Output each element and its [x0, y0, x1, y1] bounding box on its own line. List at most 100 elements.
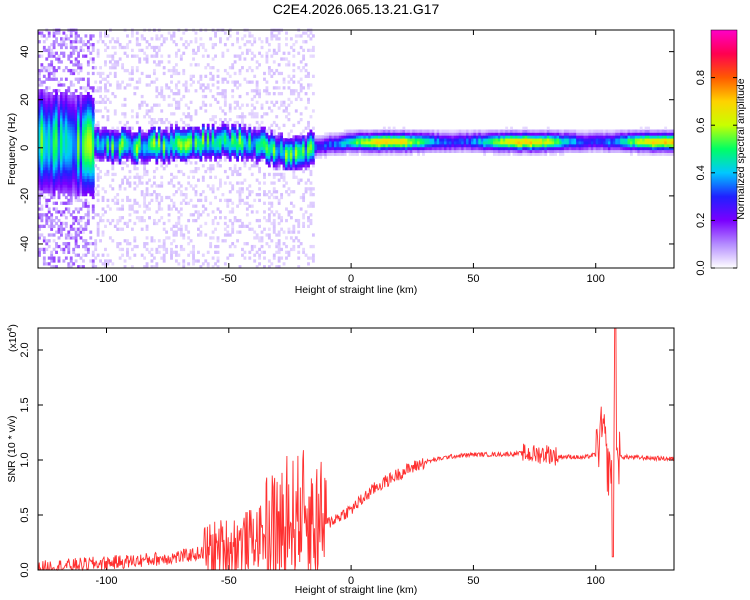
spectrogram-cell: [60, 135, 63, 139]
spectrogram-cell: [45, 164, 49, 168]
spectrogram-cell: [55, 244, 58, 249]
spectrogram-cell: [263, 135, 266, 139]
spectrogram-cell: [571, 129, 575, 133]
spectrogram-cell: [155, 265, 159, 269]
spectrogram-cell: [625, 149, 628, 153]
spectrogram-cell: [57, 42, 61, 47]
spectrogram-cell: [267, 42, 271, 47]
spectrogram-cell: [419, 129, 423, 133]
spectrogram-cell: [91, 135, 95, 139]
spectrogram-cell: [62, 103, 66, 107]
spectrogram-cell: [529, 129, 533, 133]
spectrogram-cell: [270, 158, 274, 162]
spectrogram-cell: [314, 146, 318, 151]
spectrogram-cell: [265, 92, 269, 96]
spectrogram-cell: [546, 149, 550, 153]
spectrogram-cell: [272, 187, 276, 191]
spectrogram-cell: [353, 143, 357, 148]
spectrogram-cell: [130, 71, 134, 76]
spectrogram-cell: [148, 135, 151, 139]
spectrogram-cell: [343, 135, 347, 139]
spectrogram-cell: [197, 146, 200, 151]
spectrogram-cell: [466, 149, 469, 153]
spectrogram-cell: [179, 149, 183, 153]
spectrogram-cell: [72, 40, 76, 44]
spectrogram-cell: [233, 138, 237, 142]
spectrogram-cell: [223, 233, 227, 237]
spectrogram-cell: [622, 129, 626, 133]
spectrogram-cell: [104, 100, 107, 104]
spectrogram-cell: [152, 68, 156, 73]
spectrogram-cell: [84, 146, 88, 151]
spectrogram-cell: [314, 141, 318, 145]
spectrogram-cell: [62, 155, 66, 159]
spectrogram-cell: [473, 129, 477, 133]
spectrogram-cell: [272, 86, 276, 90]
spectrogram-cell: [627, 146, 631, 151]
spectrogram-cell: [150, 146, 154, 151]
spectrogram-cell: [192, 149, 195, 153]
spectrogram-cell: [439, 132, 443, 136]
spectrogram-cell: [94, 187, 98, 191]
spectrogram-cell: [121, 135, 125, 139]
spectrogram-cell: [255, 60, 259, 64]
spectrogram-cell: [348, 141, 352, 145]
spectrogram-cell: [387, 146, 391, 151]
spectrogram-cell: [42, 146, 46, 151]
spectrogram-cell: [133, 152, 137, 156]
spectrogram-cell: [270, 100, 274, 104]
spectrogram-cell: [223, 129, 227, 133]
spectrogram-cell: [64, 141, 68, 145]
spectrogram-cell: [184, 155, 188, 159]
spectrogram-cell: [632, 143, 636, 148]
spectrogram-cell: [214, 129, 217, 133]
spectrogram-cell: [285, 236, 288, 240]
spectrogram-cell: [50, 155, 54, 159]
spectrogram-cell: [404, 152, 408, 156]
spectrogram-cell: [74, 146, 78, 151]
spectrogram-cell: [255, 112, 259, 116]
spectrogram-cell: [429, 129, 433, 133]
spectrogram-cell: [52, 146, 56, 151]
spectrogram-cell: [69, 126, 73, 130]
spectrogram-cell: [448, 146, 452, 151]
spectrogram-cell: [287, 132, 291, 136]
spectrogram-cell: [128, 242, 132, 246]
spectrogram-cell: [209, 141, 213, 145]
spectrogram-cell: [84, 164, 88, 168]
spectrogram-cell: [167, 207, 171, 211]
spectrogram-cell: [79, 198, 83, 203]
spectrogram-cell: [473, 135, 477, 139]
spectrogram-cell: [111, 167, 115, 171]
spectrogram-cell: [245, 143, 249, 148]
spectrogram-cell: [135, 158, 139, 162]
spectrogram-cell: [253, 54, 257, 58]
spectrogram-cell: [143, 161, 147, 165]
spectrogram-cell: [157, 146, 161, 151]
spectrogram-cell: [329, 141, 332, 145]
spectrogram-cell: [69, 181, 73, 185]
spectrogram-cell: [280, 247, 284, 252]
spectrogram-cell: [101, 40, 105, 44]
spectrogram-cell: [324, 143, 328, 148]
spectrogram-cell: [86, 94, 90, 99]
spectrogram-cell: [280, 192, 284, 197]
spectrogram-cell: [461, 149, 465, 153]
spectrogram-cell: [209, 201, 213, 205]
spectrogram-cell: [197, 250, 200, 254]
spectrogram-cell: [101, 97, 105, 102]
spectrogram-cell: [524, 149, 528, 153]
spectrogram-cell: [57, 169, 61, 174]
spectrogram-cell: [255, 100, 259, 104]
spectrogram-cell: [228, 253, 232, 257]
spectrogram-cell: [167, 120, 171, 125]
spectrogram-cell: [267, 233, 271, 237]
spectrogram-cell: [299, 242, 303, 246]
spectrogram-cell: [231, 123, 235, 128]
spectrogram-cell: [79, 181, 83, 185]
spectrogram-cell: [206, 86, 210, 90]
spectrogram-cell: [47, 63, 51, 67]
spectrogram-cell: [622, 141, 626, 145]
spectrogram-cell: [106, 109, 110, 113]
spectrogram-cell: [585, 129, 589, 133]
